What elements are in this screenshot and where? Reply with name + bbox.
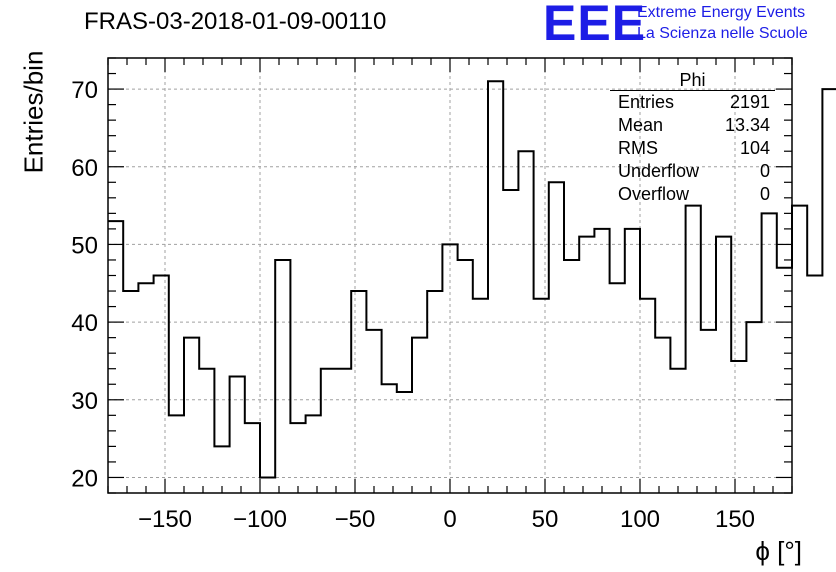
stat-value: 104 <box>739 138 770 158</box>
chart-title: FRAS-03-2018-01-09-00110 <box>84 8 387 35</box>
x-tick-label: 50 <box>532 506 559 533</box>
y-tick-label: 40 <box>71 310 98 337</box>
stat-row-entries: Entries 2191 <box>610 91 775 114</box>
stat-label: Entries <box>618 92 675 112</box>
stat-label: Underflow <box>618 161 700 181</box>
axis-tick-labels: −150 −100 −50 0 50 100 150 20 30 40 50 60 70 <box>71 77 755 533</box>
stat-value: 2191 <box>729 92 770 112</box>
stat-row-underflow: Underflow 0 <box>610 160 775 183</box>
x-tick-label: 0 <box>443 506 456 533</box>
stat-value: 0 <box>759 161 770 181</box>
x-tick-label: −150 <box>138 506 192 533</box>
stat-row-mean: Mean 13.34 <box>610 114 775 137</box>
y-tick-label: 50 <box>71 232 98 259</box>
histogram-series <box>108 80 836 479</box>
x-tick-label: 150 <box>715 506 755 533</box>
stat-value: 13.34 <box>724 115 770 135</box>
stats-box: Phi Entries 2191 Mean 13.34 RMS 104 Unde… <box>610 70 775 206</box>
y-tick-label: 70 <box>71 77 98 104</box>
stat-value: 0 <box>759 184 770 204</box>
stat-label: Overflow <box>618 184 690 204</box>
x-tick-label: −50 <box>335 506 376 533</box>
stats-title: Phi <box>610 70 775 91</box>
y-tick-label: 30 <box>71 388 98 415</box>
logo-tagline-1: Extreme Energy Events <box>637 4 806 21</box>
histogram-line <box>108 80 836 479</box>
y-tick-label: 20 <box>71 465 98 492</box>
stat-row-rms: RMS 104 <box>610 137 775 160</box>
y-axis-label: Entries/bin <box>18 50 49 174</box>
stat-row-overflow: Overflow 0 <box>610 183 775 206</box>
axis-ticks <box>107 57 793 494</box>
x-axis-label: ϕ [°] <box>755 536 802 566</box>
x-tick-label: 100 <box>620 506 660 533</box>
x-tick-label: −100 <box>233 506 287 533</box>
y-tick-label: 60 <box>71 155 98 182</box>
logo-tagline-2: La Scienza nelle Scuole <box>637 25 808 42</box>
eee-logo: EEE <box>543 0 647 51</box>
stat-label: RMS <box>618 138 658 158</box>
stat-label: Mean <box>618 115 664 135</box>
